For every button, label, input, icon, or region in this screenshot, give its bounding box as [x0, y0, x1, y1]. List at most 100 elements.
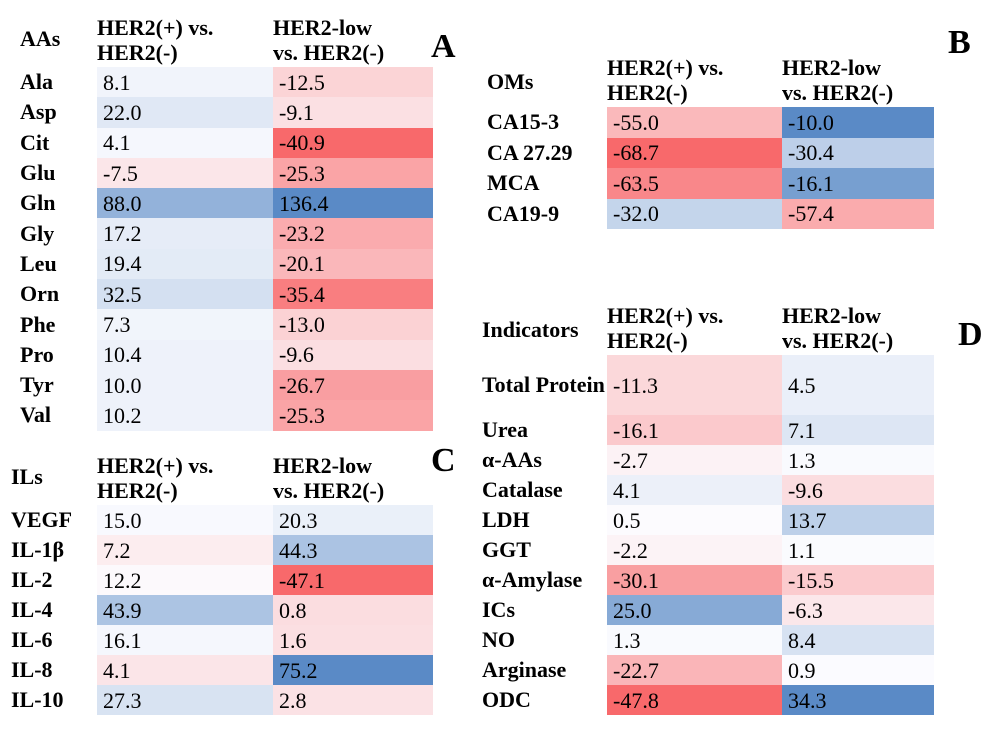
value-cell: 10.4: [97, 339, 273, 370]
value-cell: -26.7: [273, 369, 433, 401]
row-group-header: AAs: [20, 26, 61, 51]
value-cell: 12.2: [97, 565, 273, 595]
row-label: IL-8: [7, 655, 97, 685]
column-header-line: HER2(-): [97, 478, 178, 503]
column-header-line: HER2-low: [273, 15, 372, 40]
column-header-line: vs. HER2(-): [782, 80, 894, 105]
row-label-text: α-Amylase: [482, 567, 583, 592]
value-cell: -23.2: [273, 218, 433, 249]
panel-letter-d: D: [958, 316, 983, 353]
value-cell: 16.1: [97, 625, 273, 655]
value-cell: -40.9: [273, 127, 433, 158]
value-cell: -16.1: [607, 415, 782, 445]
row-label: Orn: [7, 279, 97, 309]
value-cell: -13.0: [273, 309, 433, 340]
row-label: IL-2: [7, 565, 97, 595]
value-cell: 1.6: [273, 625, 433, 655]
value-cell: 4.1: [97, 655, 273, 685]
column-header-line: HER2(-): [607, 80, 688, 105]
row-label-text: Asp: [20, 99, 57, 125]
row-label-text: ODC: [482, 687, 531, 712]
row-label-text: Gly: [20, 220, 55, 246]
row-label-text: Total Protein: [482, 372, 605, 397]
row-label: Total Protein: [480, 355, 607, 415]
value-cell: 20.3: [273, 505, 433, 535]
row-label: IL-10: [7, 685, 97, 715]
row-label: MCA: [485, 168, 607, 199]
value-cell: -9.1: [273, 97, 433, 128]
row-label-text: IL-2: [11, 567, 53, 592]
row-label-text: LDH: [482, 507, 530, 532]
row-label-text: CA 27.29: [487, 139, 573, 165]
value-cell: -25.3: [273, 400, 433, 431]
row-label-text: Cit: [20, 129, 50, 155]
value-cell: 22.0: [97, 97, 273, 128]
panel-letter-c: C: [431, 442, 456, 479]
column-header-line: HER2(-): [607, 328, 688, 353]
value-cell: 34.3: [782, 685, 934, 715]
value-cell: 8.4: [782, 625, 934, 655]
panel-d-table: Indicators HER2(+) vs. HER2(-) HER2-low vs. …: [480, 303, 934, 715]
row-label: Cit: [7, 128, 97, 158]
value-cell: 25.0: [607, 595, 782, 625]
row-label: Pro: [7, 340, 97, 370]
value-cell: -30.1: [607, 565, 782, 595]
row-label: Catalase: [480, 475, 607, 505]
column-header-line: HER2(+) vs.: [97, 15, 214, 40]
row-label: Ala: [7, 67, 97, 97]
value-cell: 1.3: [607, 625, 782, 655]
panel-c-table: ILs HER2(+) vs. HER2(-) HER2-low vs. HER2(-)…: [7, 448, 433, 715]
row-label-text: Pro: [20, 341, 54, 367]
value-cell: 43.9: [97, 595, 273, 625]
row-label-text: Arginase: [482, 657, 567, 682]
row-label: Gln: [7, 188, 97, 218]
value-cell: 75.2: [273, 655, 433, 685]
row-label-text: Urea: [482, 417, 529, 442]
value-cell: -20.1: [273, 248, 433, 280]
row-label: Asp: [7, 97, 97, 127]
row-label: ODC: [480, 685, 607, 715]
row-label: Arginase: [480, 655, 607, 685]
row-group-header: ILs: [11, 464, 43, 489]
row-label-text: NO: [482, 627, 515, 652]
row-label-text: CA19-9: [487, 200, 560, 226]
value-cell: -63.5: [607, 168, 782, 199]
row-label: IL-4: [7, 595, 97, 625]
row-label: Tyr: [7, 370, 97, 400]
column-header-line: HER2(+) vs.: [607, 55, 724, 80]
value-cell: 0.9: [782, 655, 934, 685]
panel-b-table: OMs HER2(+) vs. HER2(-) HER2-low vs. HER2(-)…: [485, 55, 934, 229]
row-label: Val: [7, 400, 97, 430]
row-label-text: ICs: [482, 597, 516, 622]
column-header-line: vs. HER2(-): [273, 478, 385, 503]
value-cell: 1.3: [782, 445, 934, 475]
value-cell: 32.5: [97, 279, 273, 310]
value-cell: 0.8: [273, 595, 433, 625]
column-header: HER2(+) vs. HER2(-): [607, 55, 782, 107]
panel-letter-b: B: [948, 24, 971, 61]
row-label-text: Catalase: [482, 477, 563, 502]
row-label: IL-6: [7, 625, 97, 655]
panel-letter-a: A: [431, 28, 456, 65]
value-cell: 4.1: [607, 475, 782, 505]
value-cell: -47.1: [273, 565, 433, 595]
value-cell: -55.0: [607, 107, 782, 138]
value-cell: 17.2: [97, 218, 273, 249]
value-cell: -15.5: [782, 565, 934, 595]
value-cell: 4.1: [97, 127, 273, 158]
column-header: HER2(+) vs. HER2(-): [97, 448, 273, 505]
value-cell: -11.3: [607, 355, 782, 415]
value-cell: 19.4: [97, 248, 273, 280]
value-cell: -68.7: [607, 137, 782, 168]
column-header-line: vs. HER2(-): [782, 328, 894, 353]
row-label-text: GGT: [482, 537, 531, 562]
column-header-line: HER2(+) vs.: [97, 453, 214, 478]
value-cell: 10.0: [97, 369, 273, 401]
column-header: HER2-low vs. HER2(-): [782, 303, 934, 355]
row-label: CA15-3: [485, 107, 607, 138]
column-header-line: HER2-low: [782, 303, 881, 328]
row-label-text: IL-8: [11, 657, 53, 682]
value-cell: -16.1: [782, 168, 934, 199]
value-cell: 7.3: [97, 309, 273, 340]
